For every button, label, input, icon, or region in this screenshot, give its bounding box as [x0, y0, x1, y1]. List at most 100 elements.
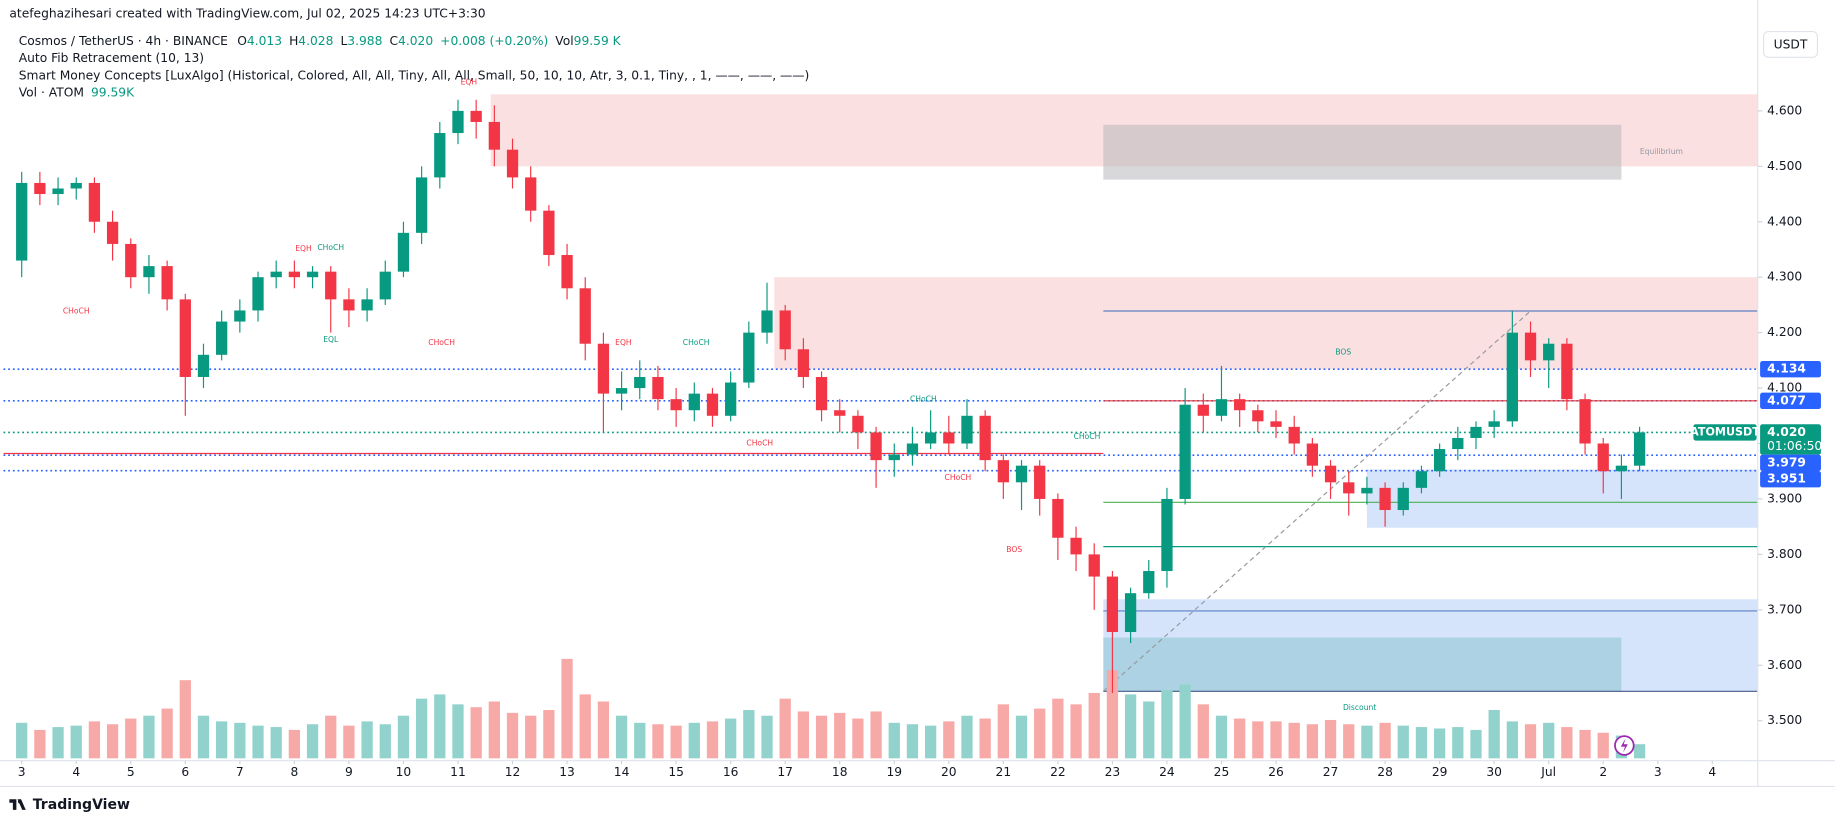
volume-bar — [270, 727, 282, 759]
candle-body — [506, 149, 519, 178]
ohlc-value: 4.020 — [398, 33, 433, 47]
candle-body — [1252, 410, 1264, 422]
candle-body — [1397, 487, 1409, 511]
volume-bar — [725, 718, 737, 759]
volume-bar — [1143, 701, 1155, 759]
candle-body — [1324, 465, 1337, 483]
candle-body — [34, 182, 46, 195]
x-tick-label: 27 — [1323, 765, 1339, 779]
smc-label: CHoCH — [746, 439, 773, 448]
volume-bar — [797, 711, 810, 759]
volume-bar — [1034, 708, 1046, 759]
candle-body — [597, 343, 610, 394]
levels — [3, 310, 1758, 692]
indicator: Smart Money Concepts [LuxAlgo] (Historic… — [19, 69, 810, 83]
volume-bar — [1543, 722, 1555, 759]
x-tick-label: 30 — [1486, 765, 1502, 779]
candle-body — [161, 266, 173, 300]
volume-bar — [706, 721, 719, 759]
candle-body — [870, 432, 882, 461]
volume-bar — [1197, 704, 1209, 759]
candle-body — [1488, 421, 1500, 427]
candle-body — [306, 271, 319, 278]
candle-body — [325, 271, 337, 300]
volume-bar — [779, 698, 791, 759]
volume-bar — [325, 715, 337, 759]
candle-body — [1343, 482, 1355, 494]
x-tick-label: 9 — [345, 765, 353, 779]
ohlc-label: C — [389, 33, 398, 47]
x-tick-label: 28 — [1377, 765, 1393, 779]
volume-bar — [543, 710, 555, 759]
zone — [774, 277, 1758, 370]
x-tick-label: 3 — [1654, 765, 1662, 779]
candle-body — [1543, 343, 1555, 361]
volume-bar — [1070, 704, 1082, 759]
volume-legend: Vol · ATOM 99.59K — [19, 85, 135, 99]
x-tick-label: 21 — [996, 765, 1012, 779]
candle-body — [779, 310, 791, 350]
x-tick-label: 17 — [777, 765, 793, 779]
candle-body — [434, 133, 446, 178]
volume-bar — [1524, 724, 1537, 759]
candle-body — [1234, 399, 1246, 411]
volume-bar — [688, 722, 700, 759]
candle-body — [1561, 343, 1573, 400]
volume-bar — [379, 724, 391, 759]
volume-bar — [197, 715, 210, 759]
volume-bar — [815, 715, 828, 759]
volume-bar — [579, 694, 591, 759]
smc-label: CHoCH — [1074, 432, 1101, 441]
candle-body — [615, 388, 628, 394]
currency-button[interactable] — [1763, 31, 1819, 58]
volume-bar — [70, 725, 82, 759]
volume-bar — [16, 722, 28, 759]
candle-body — [106, 221, 119, 244]
candle-body — [561, 255, 573, 289]
volume-bar — [761, 715, 773, 759]
y-tick-label: 3.600 — [1767, 658, 1802, 672]
candle-body — [979, 415, 991, 461]
y-tick-label: 3.800 — [1767, 547, 1802, 561]
smc-label: BOS — [1335, 348, 1351, 357]
ohlc-value: 4.028 — [298, 33, 333, 47]
candle-body — [634, 376, 646, 389]
candle-body — [1270, 421, 1282, 427]
zone — [1103, 637, 1622, 692]
currency-label[interactable]: USDT — [1774, 38, 1808, 52]
volume-bar — [852, 718, 864, 759]
volume-bar — [397, 715, 410, 759]
volume-bar — [634, 722, 646, 759]
logo-dot — [18, 799, 22, 804]
price-tag — [1760, 454, 1821, 472]
smc-label: EQL — [323, 335, 339, 344]
volume-bar — [1179, 684, 1191, 759]
volume-bar — [1361, 725, 1373, 759]
volume-bar — [52, 727, 64, 759]
footer-logo — [9, 799, 26, 810]
candles — [16, 99, 1646, 693]
candle-body — [1506, 332, 1518, 422]
candle-body — [1633, 432, 1646, 466]
annotations: EQH CHoCH EQH CHoCH EQL CHoCH EQH CHoCH CHoCH CHo… — [63, 78, 1683, 712]
x-tick-label: 23 — [1105, 765, 1121, 779]
x-tick-label: 22 — [1050, 765, 1066, 779]
candle-body — [1034, 465, 1046, 499]
volume-bar — [488, 701, 500, 759]
footer-brand: TradingView — [33, 797, 130, 813]
smc-label: EQH — [461, 78, 478, 87]
volume-bar — [597, 701, 610, 759]
volume-bar — [1106, 670, 1119, 759]
volume-bar — [1561, 727, 1573, 759]
volume-bar — [834, 712, 846, 759]
x-tick-label: 12 — [505, 765, 521, 779]
x-tick-label: 16 — [723, 765, 739, 779]
candle-body — [379, 271, 391, 300]
symbol-legend: Cosmos / TetherUS · 4h · BINANCE O4.013 H4… — [19, 33, 622, 47]
smc-label: EQH — [295, 244, 311, 253]
volume-bar — [234, 722, 246, 759]
candle-body — [397, 232, 410, 272]
volume-value: 99.59 K — [574, 33, 622, 47]
smc-label: CHoCH — [428, 338, 455, 347]
